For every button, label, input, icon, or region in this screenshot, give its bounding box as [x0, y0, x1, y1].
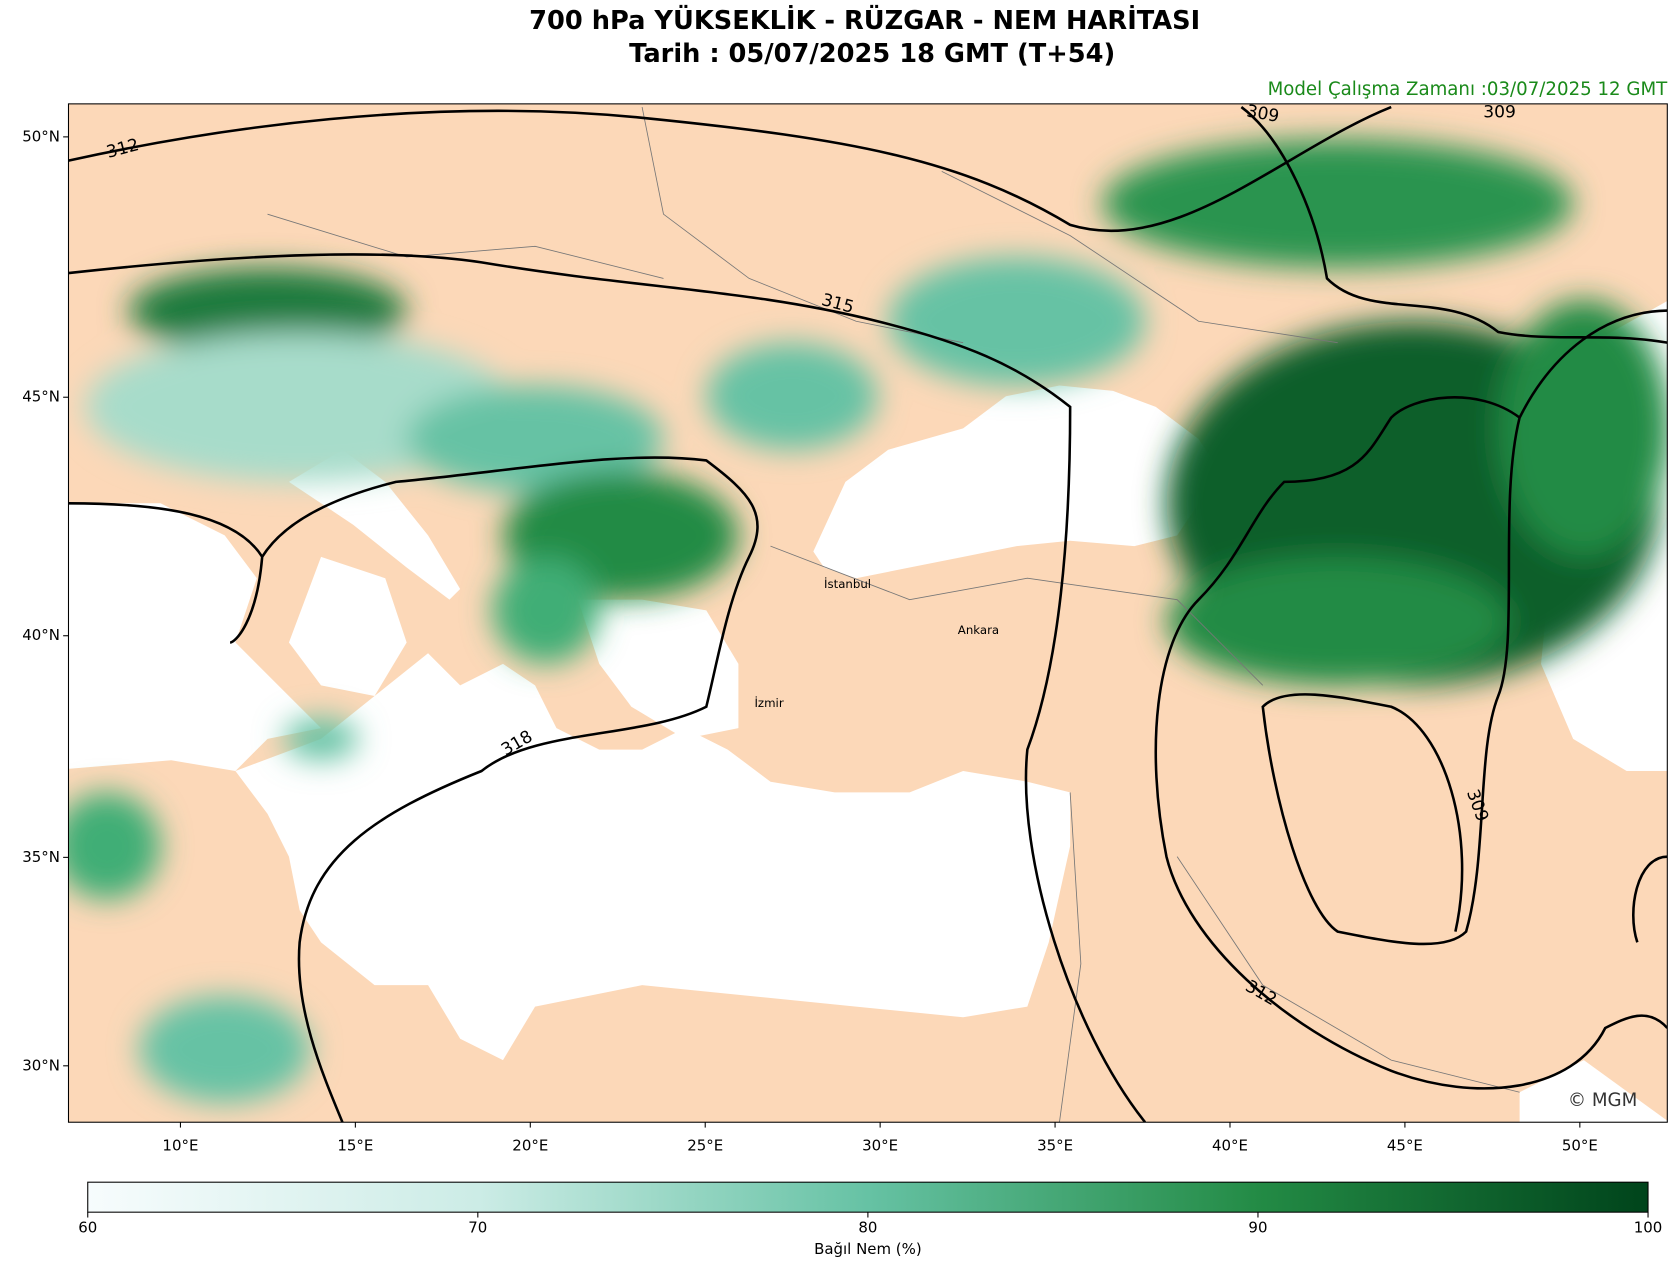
contour-label: 309 [1245, 102, 1281, 127]
x-tick-label: 50°E [1562, 1136, 1598, 1154]
city-label: İzmir [754, 695, 783, 710]
copyright: © MGM [1568, 1090, 1637, 1111]
city-label: İstanbul [824, 576, 871, 591]
y-tick-label: 45°N [22, 388, 60, 406]
x-tick-label: 20°E [512, 1136, 548, 1154]
y-tick-label: 50°N [22, 127, 60, 145]
map-frame [67, 103, 1668, 1123]
title: 700 hPa YÜKSEKLİK - RÜZGAR - NEM HARİTAS… [529, 3, 1200, 36]
colorbar [87, 1181, 1649, 1213]
x-tick-label: 10°E [162, 1136, 198, 1154]
subtitle: Tarih : 05/07/2025 18 GMT (T+54) [629, 39, 1115, 69]
x-tick-label: 30°E [862, 1136, 898, 1154]
colorbar-tick-label: 70 [468, 1219, 487, 1237]
y-tick-label: 35°N [22, 848, 60, 866]
x-tick-label: 40°E [1212, 1136, 1248, 1154]
colorbar-tick-label: 80 [858, 1219, 877, 1237]
x-tick-label: 15°E [337, 1136, 373, 1154]
y-tick-label: 40°N [22, 626, 60, 644]
humidity [68, 139, 1668, 1103]
x-tick-label: 45°E [1387, 1136, 1423, 1154]
city-label: Ankara [958, 623, 999, 637]
colorbar-tick-label: 100 [1634, 1219, 1663, 1237]
contours [68, 105, 1668, 1123]
colorbar-tick-label: 90 [1248, 1219, 1267, 1237]
colorbar-tick-label: 60 [78, 1219, 97, 1237]
borders [267, 106, 1520, 1123]
x-tick-label: 25°E [687, 1136, 723, 1154]
x-tick-label: 35°E [1037, 1136, 1073, 1154]
map: 312 309 309 315 318 309 312 İstanbul Ank… [68, 102, 1668, 1123]
model-time: Model Çalışma Zamanı :03/07/2025 12 GMT [1268, 79, 1669, 100]
y-tick-label: 30°N [22, 1056, 60, 1074]
colorbar-label: Bağıl Nem (%) [814, 1240, 922, 1258]
contour-label: 309 [1483, 102, 1516, 122]
